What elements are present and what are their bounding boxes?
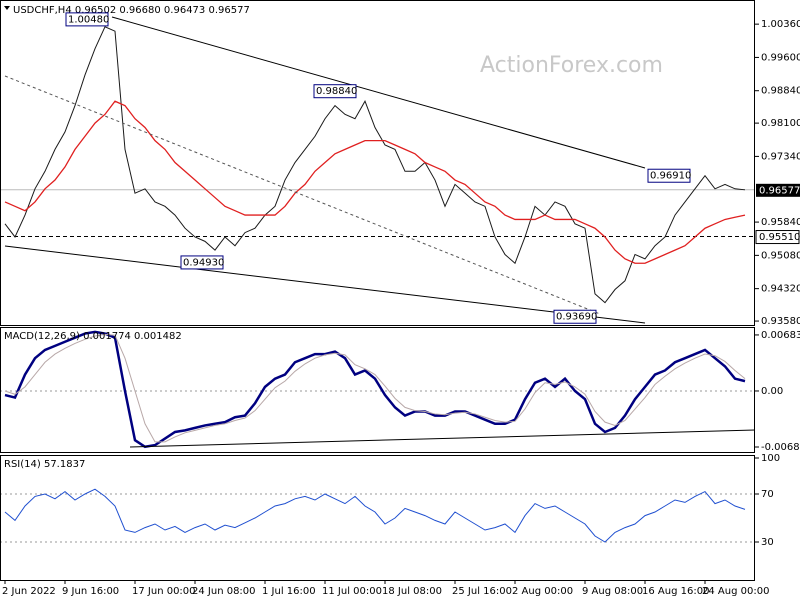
y-tick-label: 0.99600 [761,52,800,63]
plots [0,26,755,543]
x-tick-label: 9 Jun 16:00 [62,586,119,597]
trendline [111,16,646,169]
last-price-box [756,183,800,197]
x-tick-label: 2 Aug 00:00 [512,586,573,597]
price-title: USDCHF,H4 0.96502 0.96680 0.96473 0.9657… [13,5,250,16]
series-line [4,100,746,264]
y-tick-label: -0.00683 [761,442,800,453]
annotation-label: 1.00480 [68,14,109,25]
annotation-box [553,309,597,324]
x-tick-label: 11 Jul 00:00 [322,586,382,597]
series-line [4,330,746,449]
series-line [4,488,746,543]
series-line [4,26,746,304]
x-tick-label: 18 Jul 08:00 [382,586,442,597]
annotation-label: 0.96910 [650,171,691,182]
y-tick-label: 1.00360 [761,19,800,30]
y-tick-label: 100 [761,453,780,464]
y-tick-label: 0.95080 [761,250,800,261]
rsi-title: RSI(14) 57.1837 [4,459,85,470]
macd-frame [0,327,755,453]
last-price-label: 0.96577 [759,185,800,196]
trendline [4,245,646,324]
y-tick-label: 30 [761,537,774,548]
annotation-box [65,12,109,27]
y-tick-label: 70 [761,489,774,500]
trendline [129,429,756,448]
menu-icon [4,6,10,10]
level-label: 0.95510 [759,232,800,243]
y-tick-label: 0.93580 [761,316,800,327]
level-box [755,230,800,245]
watermark: ActionForex.com [480,53,663,78]
x-tick-label: 9 Aug 08:00 [582,586,643,597]
y-tick-label: 0.00 [761,386,783,397]
y-tick-label: 0.98100 [761,118,800,129]
x-tick-label: 24 Jun 08:00 [192,586,256,597]
annotation-box [313,84,357,99]
x-tick-label: 2 Jun 2022 [2,586,56,597]
annotation-label: 0.93690 [556,312,597,323]
y-tick-label: 0.95840 [761,217,800,228]
annotation-box [180,255,224,270]
x-tick-label: 16 Aug 16:00 [642,586,709,597]
x-tick-label: 17 Jun 00:00 [132,586,196,597]
annotation-label: 0.98840 [316,86,357,97]
price-frame [0,0,755,326]
y-tick-label: 0.006832 [761,330,800,341]
rsi-frame [0,455,755,581]
series-line [4,333,746,443]
macd-title: MACD(12,26,9) 0.001774 0.001482 [4,331,182,342]
x-tick-label: 25 Jul 16:00 [452,586,512,597]
trendline [4,75,601,315]
annotation-label: 0.94930 [183,257,224,268]
x-tick-label: 1 Jul 16:00 [262,586,316,597]
x-tick-label: 24 Aug 00:00 [702,586,769,597]
y-tick-label: 0.98840 [761,86,800,97]
y-tick-label: 0.94320 [761,284,800,295]
y-tick-label: 0.97340 [761,151,800,162]
annotation-box [647,168,691,183]
